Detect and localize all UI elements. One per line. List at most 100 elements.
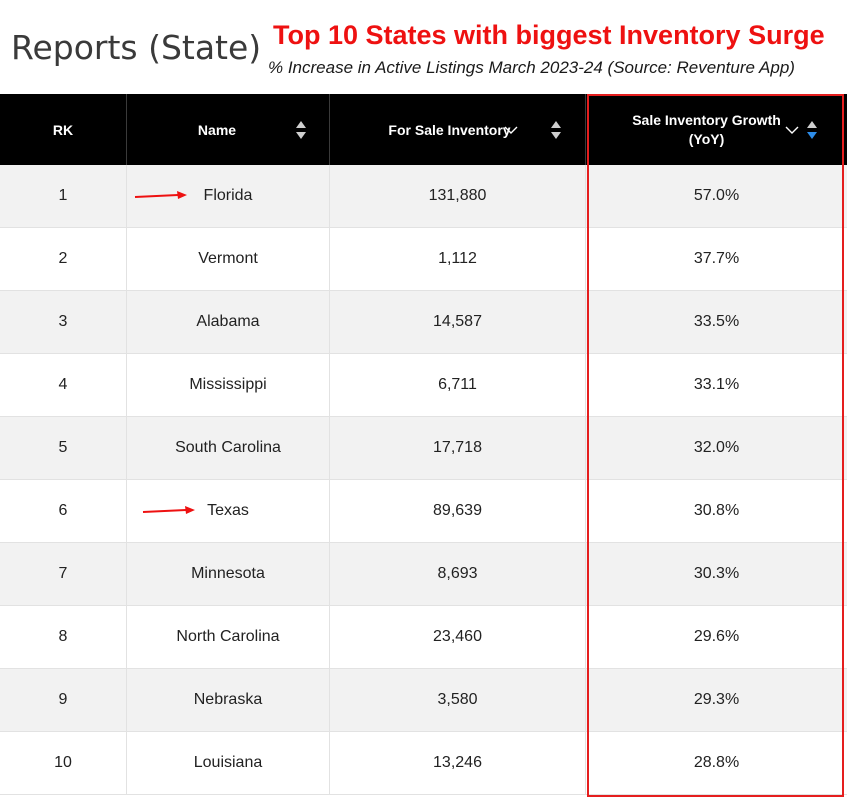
cell-inventory: 13,246 (330, 732, 586, 794)
sort-icon[interactable] (550, 119, 562, 141)
cell-inventory: 14,587 (330, 291, 586, 353)
cell-inventory-text: 3,580 (437, 691, 478, 708)
cell-name: North Carolina (127, 606, 330, 668)
cell-growth: 28.8% (586, 732, 847, 794)
cell-inventory-text: 6,711 (438, 376, 477, 393)
cell-rank: 10 (0, 732, 127, 794)
cell-inventory: 89,639 (330, 480, 586, 542)
table-row[interactable]: 10 Louisiana 13,246 28.8% (0, 732, 847, 795)
column-header-inventory[interactable]: For Sale Inventory (330, 94, 586, 165)
column-header-growth-line2: (YoY) (688, 130, 725, 147)
cell-growth: 33.5% (586, 291, 847, 353)
cell-inventory-text: 89,639 (433, 502, 482, 519)
cell-rank-text: 2 (58, 250, 68, 267)
table-header: RK Name For Sale Inventory Sale Inventor… (0, 94, 847, 165)
column-header-growth[interactable]: Sale Inventory Growth (YoY) (586, 94, 847, 165)
cell-growth-text: 29.3% (693, 691, 740, 708)
table-row[interactable]: 2 Vermont 1,112 37.7% (0, 228, 847, 291)
cell-rank: 7 (0, 543, 127, 605)
chevron-down-icon[interactable] (504, 125, 518, 135)
table-row[interactable]: 4 Mississippi 6,711 33.1% (0, 354, 847, 417)
cell-inventory: 131,880 (330, 165, 586, 227)
column-header-name[interactable]: Name (127, 94, 330, 165)
cell-rank-text: 8 (58, 628, 68, 645)
cell-growth: 29.3% (586, 669, 847, 731)
cell-name-text: Florida (203, 187, 253, 204)
cell-name-text: North Carolina (176, 628, 280, 645)
cell-inventory-text: 131,880 (428, 187, 487, 204)
cell-name-text: Alabama (196, 313, 260, 330)
cell-name-text: Vermont (198, 250, 258, 267)
cell-inventory-text: 1,112 (438, 250, 477, 267)
cell-growth: 37.7% (586, 228, 847, 290)
cell-rank-text: 5 (58, 439, 68, 456)
table-row[interactable]: 3 Alabama 14,587 33.5% (0, 291, 847, 354)
cell-rank: 5 (0, 417, 127, 479)
cell-name: Florida (127, 165, 330, 227)
cell-name-text: Louisiana (193, 754, 263, 771)
cell-name: Texas (127, 480, 330, 542)
column-header-growth-label: Sale Inventory Growth (YoY) (632, 111, 781, 149)
cell-name: Louisiana (127, 732, 330, 794)
column-header-growth-line1: Sale Inventory Growth (632, 111, 781, 128)
column-header-rank-label: RK (52, 121, 74, 138)
cell-rank-text: 3 (58, 313, 68, 330)
cell-name: Alabama (127, 291, 330, 353)
cell-growth: 29.6% (586, 606, 847, 668)
cell-rank: 6 (0, 480, 127, 542)
cell-rank-text: 7 (58, 565, 68, 582)
cell-inventory: 17,718 (330, 417, 586, 479)
cell-growth: 30.3% (586, 543, 847, 605)
table-row[interactable]: 7 Minnesota 8,693 30.3% (0, 543, 847, 606)
cell-name: Vermont (127, 228, 330, 290)
cell-rank-text: 6 (58, 502, 68, 519)
cell-name: Nebraska (127, 669, 330, 731)
cell-inventory: 1,112 (330, 228, 586, 290)
cell-name: Mississippi (127, 354, 330, 416)
table-row[interactable]: 8 North Carolina 23,460 29.6% (0, 606, 847, 669)
cell-growth-text: 33.5% (693, 313, 740, 330)
cell-inventory-text: 17,718 (433, 439, 482, 456)
cell-inventory: 23,460 (330, 606, 586, 668)
table-row[interactable]: 1 Florida 131,880 57.0% (0, 165, 847, 228)
annotation-headline: Top 10 States with biggest Inventory Sur… (273, 20, 825, 50)
cell-name-text: South Carolina (175, 439, 281, 456)
cell-inventory: 3,580 (330, 669, 586, 731)
column-header-rank[interactable]: RK (0, 94, 127, 165)
cell-growth: 30.8% (586, 480, 847, 542)
state-report-table: RK Name For Sale Inventory Sale Inventor… (0, 94, 847, 795)
page-title: Reports (State) (11, 28, 262, 67)
cell-inventory: 6,711 (330, 354, 586, 416)
cell-growth-text: 32.0% (693, 439, 740, 456)
cell-rank: 1 (0, 165, 127, 227)
cell-growth: 32.0% (586, 417, 847, 479)
cell-rank-text: 4 (58, 376, 68, 393)
cell-inventory-text: 23,460 (433, 628, 482, 645)
cell-growth-text: 33.1% (693, 376, 740, 393)
cell-inventory-text: 8,693 (437, 565, 478, 582)
cell-inventory-text: 13,246 (433, 754, 482, 771)
sort-icon[interactable] (295, 119, 307, 141)
cell-growth-text: 30.8% (693, 502, 740, 519)
table-row[interactable]: 9 Nebraska 3,580 29.3% (0, 669, 847, 732)
red-arrow-icon (142, 506, 195, 514)
annotation-subhead: % Increase in Active Listings March 2023… (268, 58, 795, 77)
cell-growth-text: 28.8% (693, 754, 740, 771)
cell-growth-text: 57.0% (693, 187, 740, 204)
red-arrow-icon (134, 191, 187, 199)
cell-inventory-text: 14,587 (433, 313, 482, 330)
cell-growth-text: 30.3% (693, 565, 740, 582)
chevron-down-icon[interactable] (785, 125, 799, 135)
cell-rank-text: 9 (58, 691, 68, 708)
sort-active-icon[interactable] (806, 119, 818, 141)
cell-rank-text: 10 (54, 754, 72, 771)
table-row[interactable]: 5 South Carolina 17,718 32.0% (0, 417, 847, 480)
cell-rank: 8 (0, 606, 127, 668)
cell-rank: 9 (0, 669, 127, 731)
cell-growth-text: 37.7% (693, 250, 740, 267)
cell-inventory: 8,693 (330, 543, 586, 605)
table-row[interactable]: 6 Texas 89,639 30.8% (0, 480, 847, 543)
cell-name-text: Texas (207, 502, 249, 519)
cell-name-text: Nebraska (193, 691, 263, 708)
cell-name-text: Minnesota (191, 565, 265, 582)
